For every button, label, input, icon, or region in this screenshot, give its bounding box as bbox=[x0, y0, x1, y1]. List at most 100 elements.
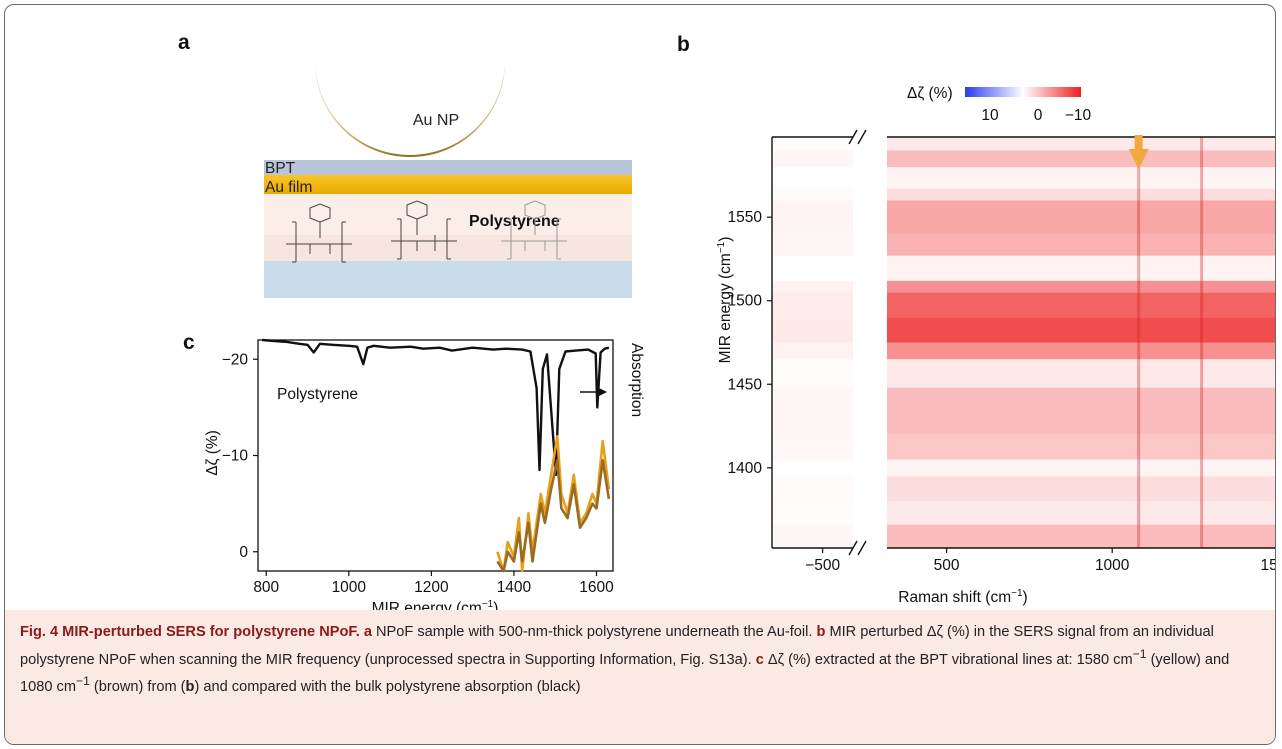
heatmap-cell bbox=[772, 255, 853, 281]
plot-b-xtick-label: 500 bbox=[934, 557, 960, 574]
caption-a-text: NPoF sample with 500-nm-thick polystyren… bbox=[371, 624, 817, 640]
heatmap-cell bbox=[772, 233, 853, 256]
heatmap-cell bbox=[887, 188, 1275, 201]
raman-line-arrow-head bbox=[1128, 149, 1149, 169]
polymer-label: Polystyrene bbox=[469, 213, 560, 230]
caption-c-text: (yellow) and 1080 cm bbox=[20, 651, 1230, 695]
caption-b-text: MIR perturbed Δζ (%) in the SERS signal … bbox=[20, 624, 1214, 668]
caption-c-text: Δζ (%) extracted at the BPT vibrational … bbox=[763, 651, 1133, 668]
plot-b-ytick-label: 1500 bbox=[728, 293, 763, 310]
raman-line-arrow bbox=[1134, 135, 1143, 151]
heatmap-cell bbox=[887, 380, 1275, 388]
plot-c-xtick-label: 1200 bbox=[414, 579, 449, 596]
heatmap-cell bbox=[887, 280, 1275, 293]
bpt-label: BPT bbox=[265, 160, 296, 177]
plot-c-ytick-label: −10 bbox=[222, 448, 249, 465]
np-label: Au NP bbox=[413, 112, 459, 129]
au-film-layer bbox=[264, 175, 632, 194]
plot-b-xtick-label: 1500 bbox=[1261, 557, 1275, 574]
plot-c-xtick-label: 1000 bbox=[332, 579, 367, 596]
figure-frame: a b c Au NP BPT Au film Polystyrene bbox=[4, 4, 1276, 745]
heatmap-cell bbox=[772, 501, 853, 525]
colorbar-label: Δζ (%) bbox=[907, 85, 953, 102]
caption-c-text: ) and compared with the bulk polystyrene… bbox=[194, 678, 581, 695]
polystyrene-unit bbox=[286, 203, 352, 263]
heatmap-cell bbox=[887, 459, 1275, 477]
heatmap-cell bbox=[772, 137, 853, 151]
heatmap-cell bbox=[772, 459, 853, 477]
plot-c-xtick-label: 1400 bbox=[497, 579, 532, 596]
heatmap-cell bbox=[772, 524, 853, 548]
caption-a-label: a bbox=[363, 624, 372, 640]
heatmap-cell bbox=[772, 188, 853, 201]
plot-b-ytick-label: 1450 bbox=[728, 376, 763, 393]
heatmap-cell bbox=[772, 200, 853, 234]
heatmap-cell bbox=[887, 387, 1275, 435]
plot-b-xtick-label: −500 bbox=[805, 557, 840, 574]
panel-a-schematic: Au NP BPT Au film Polystyrene bbox=[264, 60, 632, 298]
heatmap-cell bbox=[887, 501, 1275, 525]
plot-c-polymer-label: Polystyrene bbox=[277, 386, 358, 403]
plot-c-xtick-label: 800 bbox=[253, 579, 279, 596]
absorption-arrow-head bbox=[599, 388, 607, 396]
heatmap-cell bbox=[772, 150, 853, 168]
heatmap-cell bbox=[887, 434, 1275, 460]
plot-c-series-line bbox=[496, 459, 611, 573]
colorbar-tick: −10 bbox=[1065, 107, 1092, 124]
caption-c-label: c bbox=[755, 651, 764, 668]
heatmap-cell bbox=[887, 342, 1275, 360]
plot-b-xtick-label: 1000 bbox=[1095, 557, 1130, 574]
heatmap-cell bbox=[772, 167, 853, 189]
caption-ref: b bbox=[185, 678, 195, 695]
colorbar-tick: 0 bbox=[1034, 107, 1043, 124]
heatmap-cell bbox=[772, 387, 853, 435]
heatmap-cell bbox=[887, 476, 1275, 502]
polystyrene-unit bbox=[391, 200, 457, 260]
caption-sup: −1 bbox=[75, 673, 90, 688]
heatmap-cell bbox=[887, 233, 1275, 256]
heatmap-cell bbox=[772, 342, 853, 360]
heatmap-cell bbox=[772, 292, 853, 318]
plot-b-ylabel: MIR energy (cm−1) bbox=[716, 237, 734, 364]
panel-c-plot: 800 1000 1200 1400 1600 −20−100 Polystyrene … bbox=[204, 338, 645, 617]
heatmap-cell bbox=[772, 317, 853, 343]
axis-break-mark bbox=[848, 540, 858, 556]
caption-sup: −1 bbox=[1132, 646, 1147, 661]
heatmap-cell bbox=[772, 359, 853, 381]
heatmap-cell bbox=[887, 150, 1275, 168]
plot-c-ylabel: Δζ (%) bbox=[204, 430, 221, 476]
plot-c-ytick-label: 0 bbox=[239, 544, 248, 561]
plot-c-ytick-label: −20 bbox=[222, 351, 249, 368]
panel-label-c: c bbox=[183, 331, 195, 354]
caption-c-text: (brown) from ( bbox=[89, 678, 186, 695]
heatmap-cell bbox=[772, 280, 853, 293]
heatmap-line bbox=[1200, 137, 1204, 548]
panel-label-a: a bbox=[178, 31, 190, 54]
plot-c-xtick-label: 1600 bbox=[579, 579, 614, 596]
panel-b-heatmap: Δζ (%) 10 0 −10 1550 1500 1450 1400 −500 500 1… bbox=[716, 85, 1275, 606]
axis-break-mark bbox=[857, 540, 867, 556]
gold-nanoparticle bbox=[314, 60, 506, 157]
plot-b-ytick-label: 1550 bbox=[728, 209, 763, 226]
bpt-layer bbox=[264, 160, 632, 175]
axis-break-mark bbox=[857, 129, 867, 145]
heatmap-cell bbox=[887, 317, 1275, 343]
plot-b-xlabel: Raman shift (cm−1) bbox=[898, 588, 1027, 606]
caption-fig-label: Fig. 4 MIR-perturbed SERS for polystyren… bbox=[20, 624, 360, 640]
heatmap-cell bbox=[887, 200, 1275, 234]
heatmap-cell bbox=[887, 255, 1275, 281]
heatmap-cell bbox=[772, 476, 853, 502]
heatmap-cell bbox=[887, 167, 1275, 189]
heatmap-cell bbox=[887, 292, 1275, 318]
polystyrene-unit bbox=[501, 200, 567, 260]
caption-b-label: b bbox=[816, 624, 826, 640]
plot-c-series-line bbox=[262, 338, 610, 477]
figure-caption: Fig. 4 MIR-perturbed SERS for polystyren… bbox=[5, 610, 1275, 744]
au-film-label: Au film bbox=[265, 179, 312, 196]
plot-c-series-line bbox=[496, 435, 611, 573]
colorbar-tick: 10 bbox=[981, 107, 999, 124]
heatmap-cell bbox=[887, 524, 1275, 548]
colorbar bbox=[965, 87, 1081, 97]
heatmap-cell bbox=[887, 137, 1275, 151]
heatmap-cell bbox=[887, 359, 1275, 381]
